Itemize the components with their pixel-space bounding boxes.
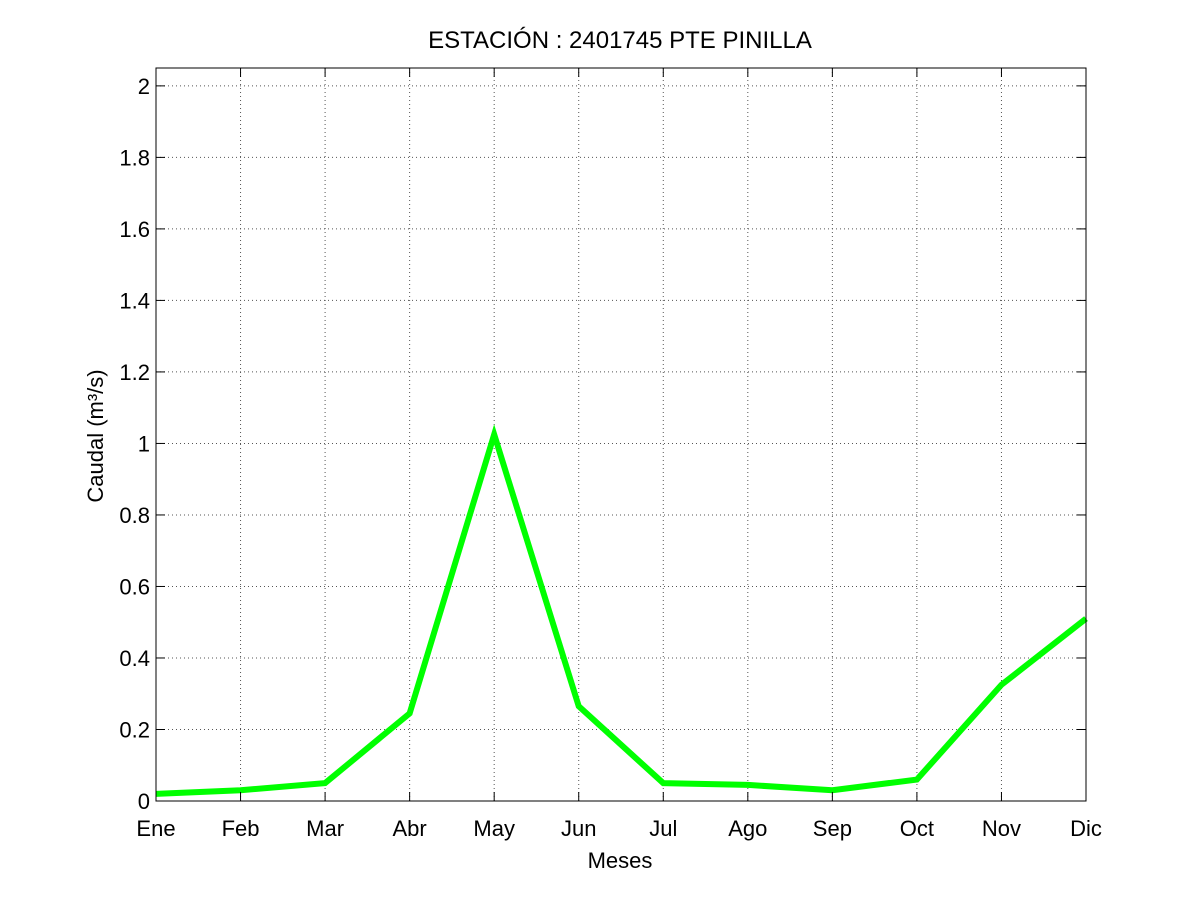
data-point <box>747 784 749 786</box>
x-tick-label: Nov <box>982 816 1021 841</box>
x-tick-label: Oct <box>900 816 934 841</box>
x-tick-label: Mar <box>306 816 344 841</box>
y-tick-label: 0.4 <box>119 646 150 671</box>
data-point <box>493 434 495 435</box>
x-tick-label: Feb <box>222 816 260 841</box>
data-point <box>1000 684 1002 686</box>
y-tick-label: 1.4 <box>119 288 150 313</box>
x-tick-label: Dic <box>1070 816 1102 841</box>
y-tick-label: 0.6 <box>119 574 150 599</box>
x-axis-label: Meses <box>588 848 653 873</box>
y-tick-label: 2 <box>138 74 150 99</box>
data-point <box>578 705 580 707</box>
data-point <box>916 779 918 781</box>
x-tick-label: Sep <box>813 816 852 841</box>
data-point <box>240 789 242 791</box>
x-tick-label: Jul <box>649 816 677 841</box>
y-tick-label: 1.2 <box>119 360 150 385</box>
data-point <box>831 789 833 791</box>
series-line <box>155 424 1088 797</box>
x-tick-label: Jun <box>561 816 596 841</box>
x-tick-label: Ene <box>136 816 175 841</box>
data-point <box>409 712 411 714</box>
axis-ticks <box>155 68 1087 802</box>
y-tick-label: 1.6 <box>119 217 150 242</box>
x-tick-label: Abr <box>393 816 427 841</box>
grid <box>156 68 1086 801</box>
chart-title: ESTACIÓN : 2401745 PTE PINILLA <box>428 27 812 54</box>
x-tick-label: Ago <box>728 816 767 841</box>
plot-frame <box>155 67 1087 802</box>
y-tick-label: 1 <box>138 431 150 456</box>
tick-labels: Ene Feb Mar Abr May Jun Jul Ago Sep Oct Nov Dic 0 0.2… <box>119 74 1101 841</box>
y-tick-label: 1.8 <box>119 145 150 170</box>
y-axis-label: Caudal (m³/s) <box>83 369 108 502</box>
data-point <box>324 782 326 784</box>
x-tick-label: May <box>473 816 515 841</box>
y-tick-label: 0.2 <box>119 717 150 742</box>
y-tick-label: 0.8 <box>119 503 150 528</box>
data-point <box>662 782 664 784</box>
y-tick-label: 0 <box>138 789 150 814</box>
